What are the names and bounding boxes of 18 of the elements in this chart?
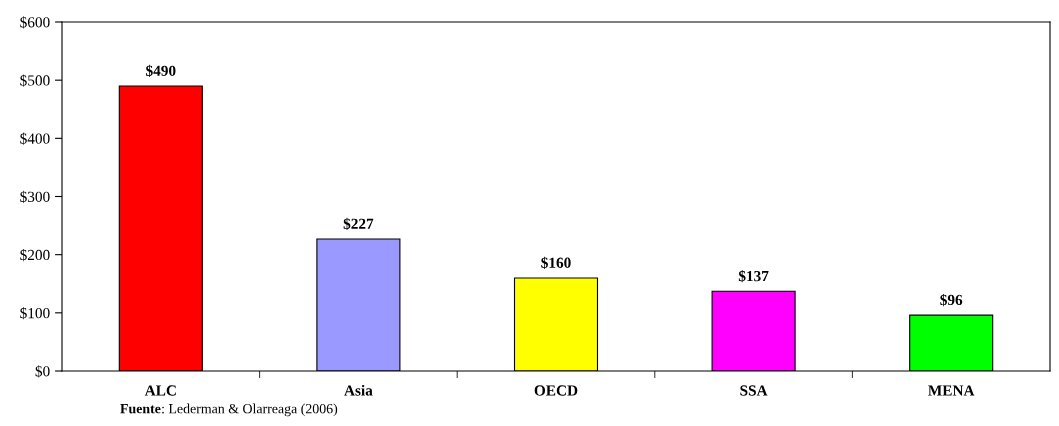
x-tick-label: SSA: [740, 385, 768, 396]
y-tick-label: $200: [20, 248, 50, 262]
y-tick-label: $0: [35, 365, 50, 378]
data-label: $160: [541, 256, 571, 269]
data-label: $490: [146, 64, 176, 77]
y-tick-label: $100: [20, 307, 50, 320]
x-tick-label: OECD: [534, 385, 578, 396]
y-tick-label: $500: [20, 74, 50, 87]
data-label: $227: [343, 217, 374, 230]
x-tick-label: Asia: [344, 384, 373, 396]
x-tick-label: MENA: [928, 385, 975, 396]
data-label: $137: [738, 270, 769, 283]
x-tick-label: ALC: [144, 385, 176, 396]
source-note: Fuente: Lederman & Olarreaga (2006): [120, 403, 338, 417]
y-tick-label: $400: [20, 132, 50, 145]
data-label: $96: [940, 293, 963, 307]
y-tick-label: $300: [20, 190, 50, 203]
y-tick-label: $600: [20, 16, 50, 29]
